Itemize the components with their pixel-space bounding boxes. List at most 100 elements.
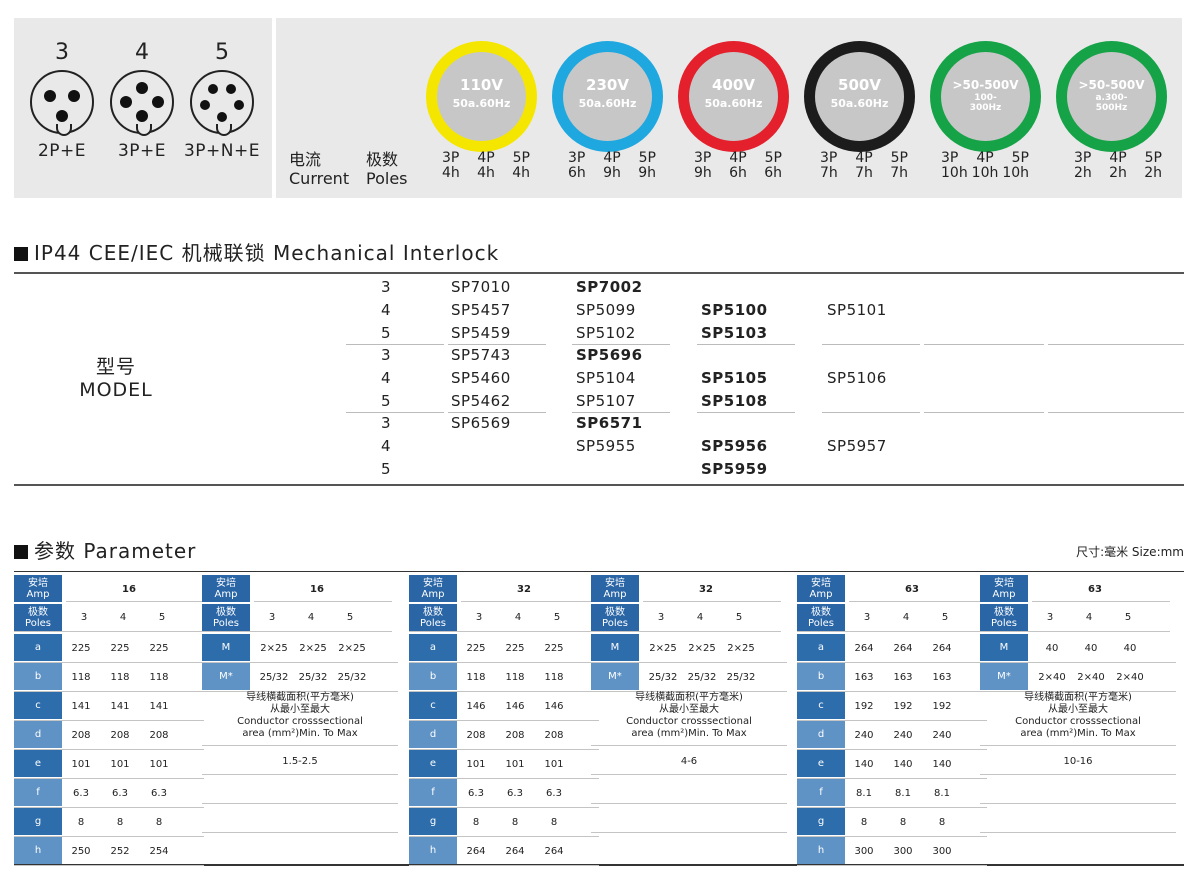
pole-value: 4 [381, 369, 392, 387]
dim-value: 208 [544, 730, 564, 741]
panel-divider [272, 18, 276, 198]
pole-value: 5 [381, 392, 392, 410]
voltage-ring-icon: 400V 50a.60Hz [678, 41, 789, 152]
dim-label: c [797, 692, 845, 719]
hour-position: 2h [1109, 165, 1127, 181]
row-divider [202, 774, 398, 775]
divider [14, 272, 1184, 274]
row-divider [14, 807, 204, 808]
dim-value: 141 [110, 701, 130, 712]
dim-label-text: c [818, 700, 824, 711]
dim-label: e [409, 750, 457, 777]
poles-header: 极数 Poles [980, 604, 1028, 631]
divider [14, 484, 1184, 486]
amp-header-text: 安培 [811, 577, 831, 589]
model-code: SP5459 [451, 324, 511, 342]
pole-value: 3 [381, 414, 392, 432]
dim-value: 8 [77, 817, 85, 828]
pole-number: 4 [1085, 612, 1093, 623]
poles-row: 3P 4P 5P [1074, 151, 1162, 166]
dim-label-text: c [430, 700, 436, 711]
cable-size: 2×40 [1116, 672, 1144, 683]
row-divider [643, 601, 781, 602]
ring-core [563, 52, 652, 141]
row-divider [797, 662, 987, 663]
row-divider [448, 344, 546, 345]
dim-label: f [797, 779, 845, 806]
row-divider [14, 662, 204, 663]
pole-number: 3 [475, 612, 483, 623]
cable-size: 2×40 [1038, 672, 1066, 683]
plug-pin-count: 3 [55, 40, 69, 65]
ring-core [815, 52, 904, 141]
dim-value: 8 [899, 817, 907, 828]
conductor-note: 导线横截面积(平方毫米) 从最小至最大 Conductor crosssection… [591, 692, 787, 740]
rating-band: 3 2P+E 4 3P+E 5 [14, 18, 1182, 198]
pole-count: 3P [442, 150, 460, 166]
dim-value: 141 [149, 701, 169, 712]
model-code: SP5108 [701, 392, 768, 410]
dim-label: h [797, 837, 845, 864]
row-divider [797, 807, 987, 808]
dim-label: b [797, 663, 845, 690]
poles-header-text: Poles [420, 617, 446, 629]
row-divider [591, 832, 787, 833]
row-divider [980, 803, 1176, 804]
row-divider [202, 803, 398, 804]
dim-label-text: d [34, 729, 42, 740]
model-code: SP5099 [576, 301, 636, 319]
row-divider [924, 412, 1044, 413]
dim-value: 163 [893, 672, 913, 683]
voltage-label: 110V [460, 76, 503, 94]
hour-position: 7h [820, 165, 838, 181]
cable-size: 40 [1084, 643, 1098, 654]
row-divider [461, 601, 599, 602]
pole-value: 3 [381, 278, 392, 296]
row-divider [797, 778, 987, 779]
dim-value: 101 [466, 759, 486, 770]
hour-position: 7h [855, 165, 873, 181]
plug-types-panel: 3 2P+E 4 3P+E 5 [14, 18, 272, 198]
dim-label-text: g [429, 816, 437, 827]
row-divider [409, 691, 599, 692]
amp-value: 63 [1088, 584, 1102, 595]
dim-value: 264 [505, 846, 525, 857]
poles-row: 3P 4P 5P [694, 151, 782, 166]
row-divider [697, 344, 795, 345]
cable-size: 2×25 [299, 643, 327, 654]
amp-header-text: Amp [421, 588, 445, 600]
m-label: M* [591, 663, 639, 690]
model-code: SP5103 [701, 324, 768, 342]
voltage-ring-icon: 110V 50a.60Hz [426, 41, 537, 152]
divider [14, 864, 1184, 866]
row-divider [797, 836, 987, 837]
pole-count: 4P [477, 150, 495, 166]
dim-value: 225 [544, 643, 564, 654]
note-line: 导线横截面积(平方毫米) [246, 692, 354, 703]
dim-value: 240 [854, 730, 874, 741]
dim-value: 240 [932, 730, 952, 741]
cable-size: 25/32 [726, 672, 756, 683]
model-code: SP5104 [576, 369, 636, 387]
hour-position: 10h [971, 165, 999, 181]
pole-number: 4 [514, 612, 522, 623]
dim-label-text: f [819, 787, 823, 798]
row-divider [409, 720, 599, 721]
dim-label-text: b [34, 671, 42, 682]
model-code: SP5101 [827, 301, 887, 319]
pole-value: 4 [381, 437, 392, 455]
dim-value: 101 [149, 759, 169, 770]
dim-value: 264 [544, 846, 564, 857]
dim-value: 6.3 [151, 788, 167, 799]
poles-header: 极数 Poles [14, 604, 62, 631]
pole-number: 5 [158, 612, 166, 623]
model-code: SP7010 [451, 278, 511, 296]
dim-value: 208 [110, 730, 130, 741]
model-code: SP7002 [576, 278, 643, 296]
dim-value: 146 [466, 701, 486, 712]
poles-hours: 3P 4P 5P 4h 4h 4h [442, 151, 530, 181]
dim-label: a [797, 634, 845, 661]
poles-row: 3P 4P 5P [941, 151, 1029, 166]
dim-label-text: a [817, 642, 825, 653]
dim-value: 6.3 [507, 788, 523, 799]
